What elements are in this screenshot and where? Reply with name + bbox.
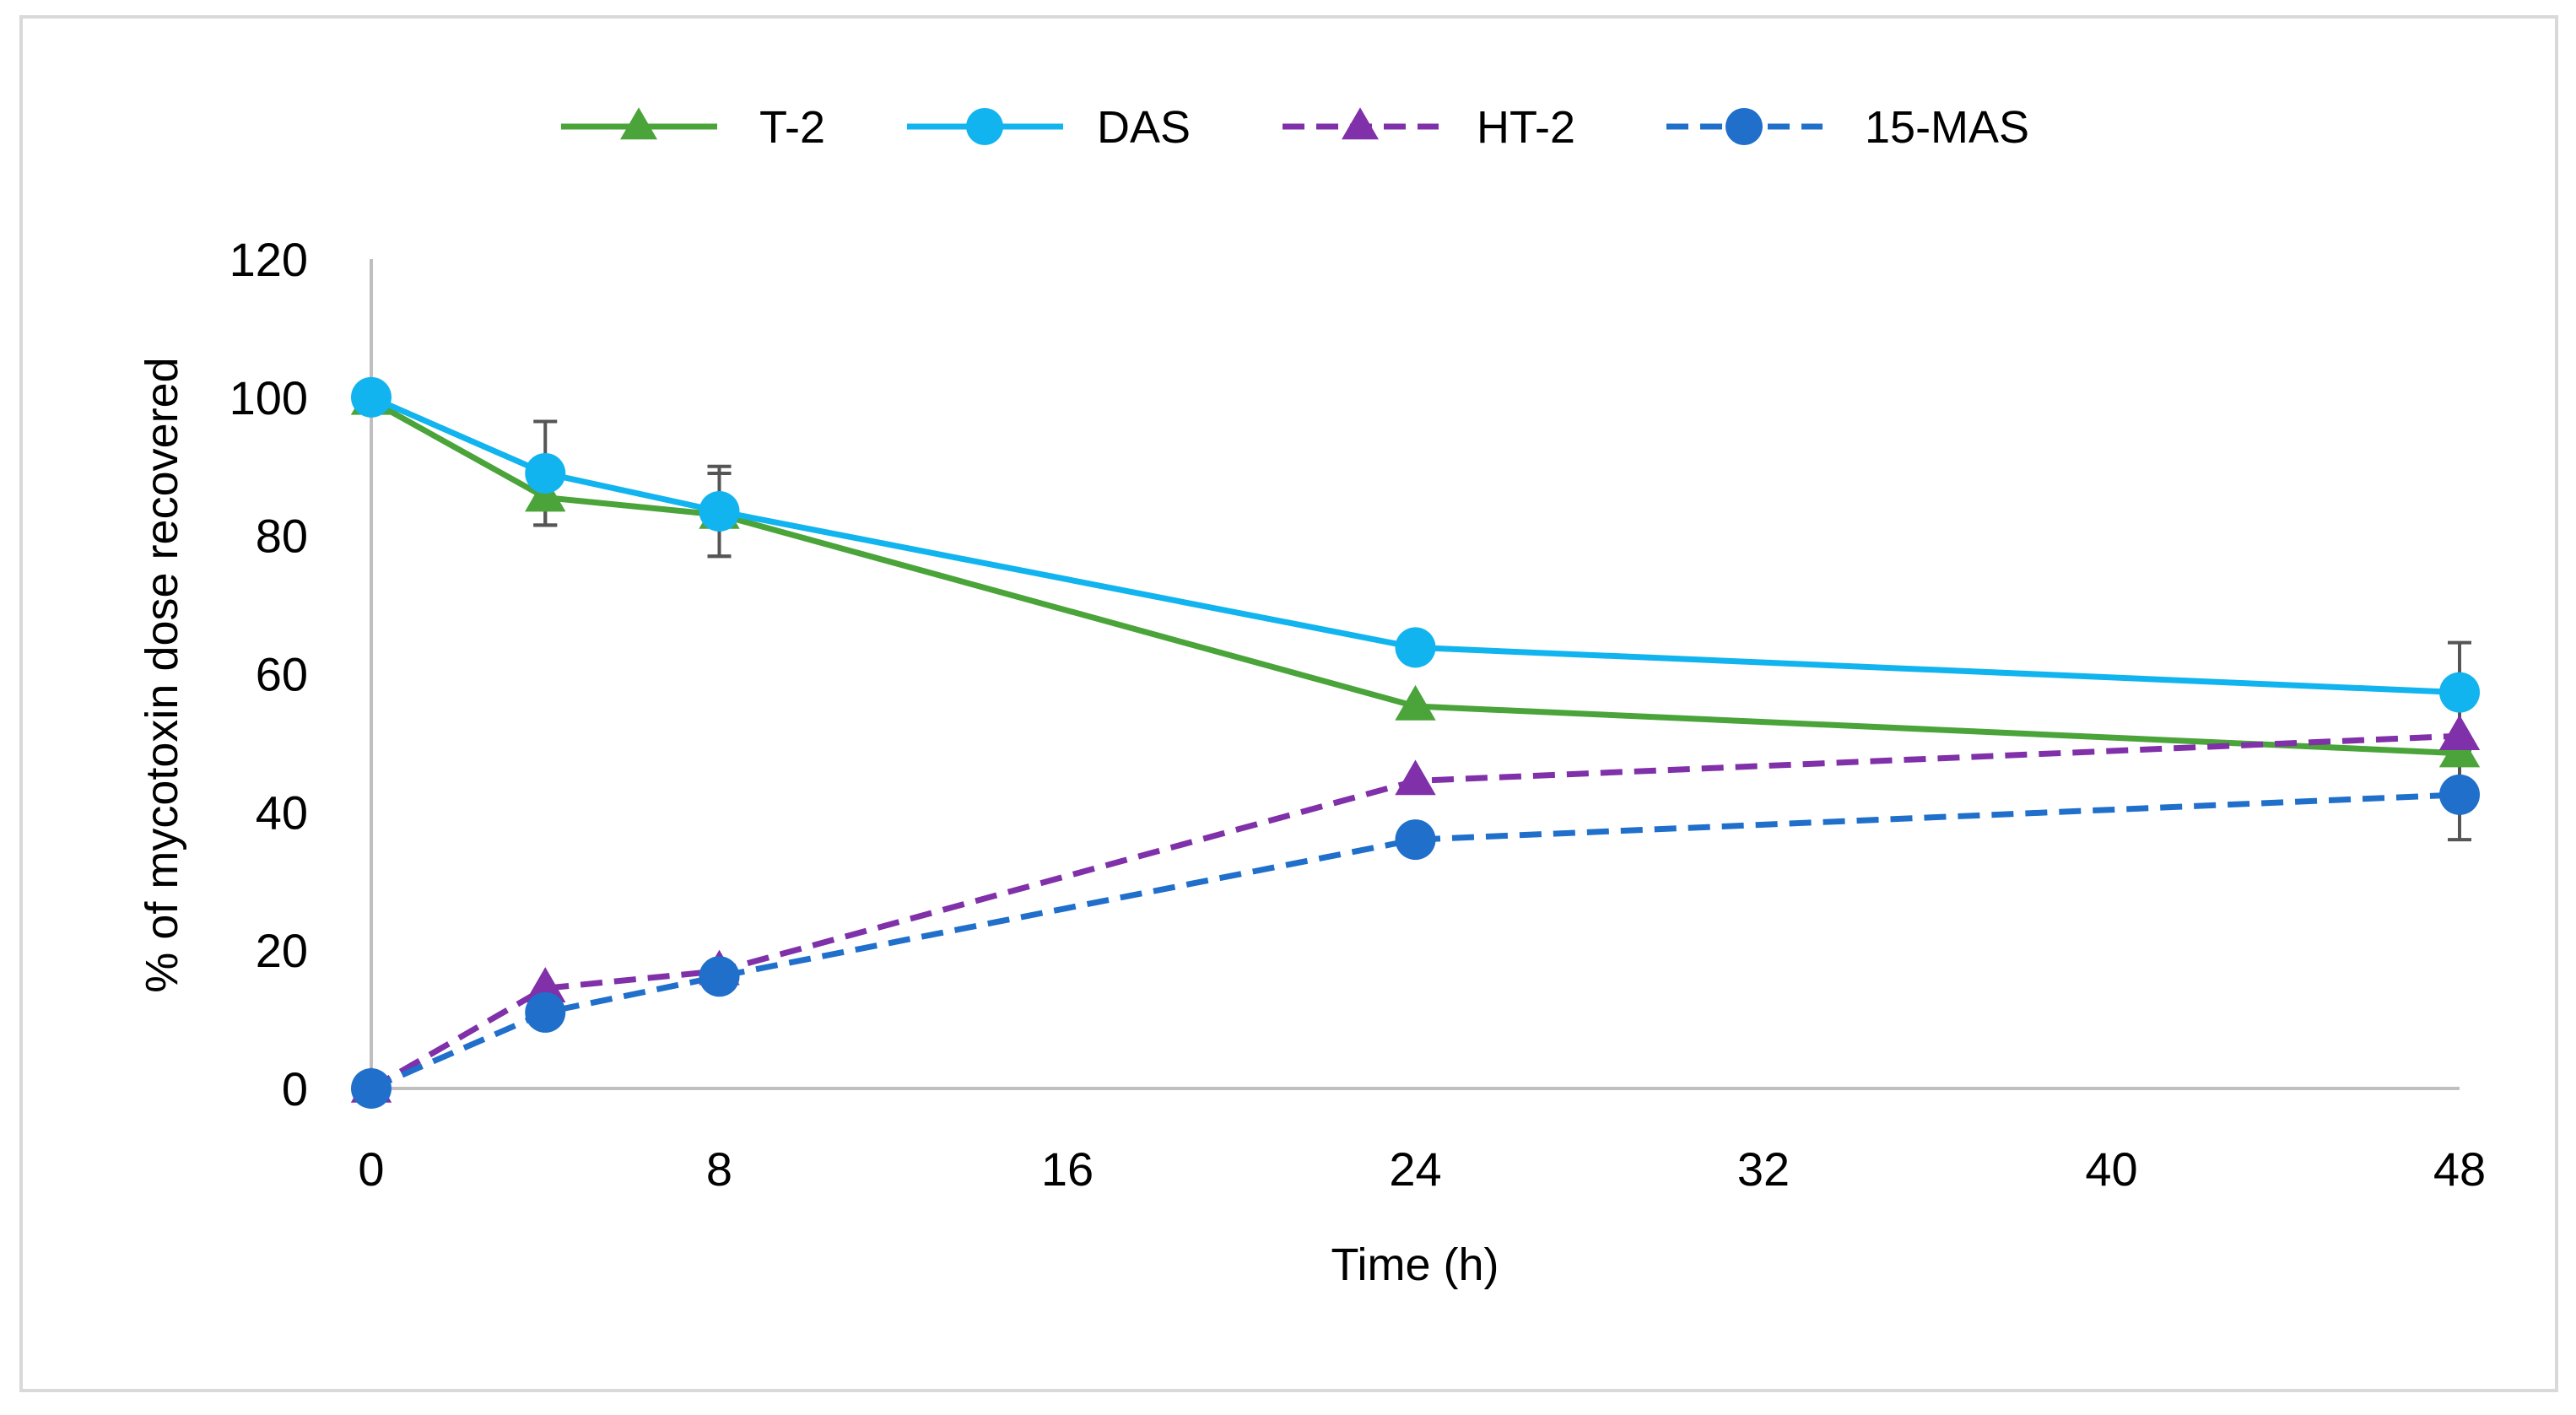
legend-marker: [620, 107, 657, 140]
data-point-das: [351, 376, 392, 418]
series-line-15-mas: [370, 791, 2460, 1092]
data-point-das: [699, 490, 740, 532]
y-tick-labels: 0 20 40 60 80 100 120: [230, 233, 308, 1115]
x-tick-label: 0: [358, 1142, 384, 1196]
x-tick-label: 8: [706, 1142, 732, 1196]
legend-marker: [1725, 108, 1763, 145]
data-point-15-mas: [351, 1068, 392, 1109]
legend-item-t-2: T-2: [561, 102, 825, 153]
legend-label: HT-2: [1477, 102, 1575, 153]
y-tick-label: 100: [230, 371, 308, 424]
y-tick-label: 60: [256, 648, 308, 701]
data-point-15-mas: [525, 991, 566, 1033]
data-point-das: [2439, 672, 2480, 713]
legend-item-ht-2: HT-2: [1283, 102, 1575, 153]
data-point-ht-2: [1395, 759, 1436, 796]
data-point-15-mas: [2439, 774, 2480, 815]
y-tick-label: 0: [282, 1062, 308, 1115]
legend-label: T-2: [759, 102, 825, 153]
x-tick-label: 24: [1389, 1142, 1441, 1196]
data-point-t-2: [525, 476, 566, 512]
x-tick-labels: 0 8 16 24 32 40 48: [358, 1142, 2486, 1196]
data-point-ht-2: [525, 967, 566, 1002]
legend-item-15-mas: 15-MAS: [1666, 102, 2029, 153]
y-axis-title: % of mycotoxin dose recovered: [137, 357, 187, 992]
y-tick-label: 120: [230, 233, 308, 286]
data-point-15-mas: [1395, 819, 1436, 861]
x-axis-title: Time (h): [1331, 1239, 1499, 1290]
legend-label: DAS: [1097, 102, 1191, 153]
data-point-t-2: [1395, 684, 1436, 721]
data-point-das: [1395, 627, 1436, 668]
legend-marker: [966, 108, 1003, 145]
y-tick-label: 20: [256, 924, 308, 977]
series-markers: [350, 376, 2481, 1109]
data-point-ht-2: [2438, 715, 2481, 750]
y-tick-label: 80: [256, 510, 308, 563]
legend: T-2 DAS HT-2 15-MAS: [561, 102, 2029, 153]
chart-border: [19, 15, 2558, 1392]
x-tick-label: 32: [1737, 1142, 1790, 1196]
x-tick-label: 16: [1041, 1142, 1094, 1196]
x-tick-label: 48: [2433, 1142, 2486, 1196]
legend-label: 15-MAS: [1865, 102, 2029, 153]
x-tick-label: 40: [2085, 1142, 2137, 1196]
legend-item-das: DAS: [907, 102, 1191, 153]
y-tick-label: 40: [256, 786, 308, 839]
legend-marker: [1342, 107, 1379, 140]
data-point-15-mas: [699, 956, 740, 997]
data-point-das: [525, 452, 566, 494]
